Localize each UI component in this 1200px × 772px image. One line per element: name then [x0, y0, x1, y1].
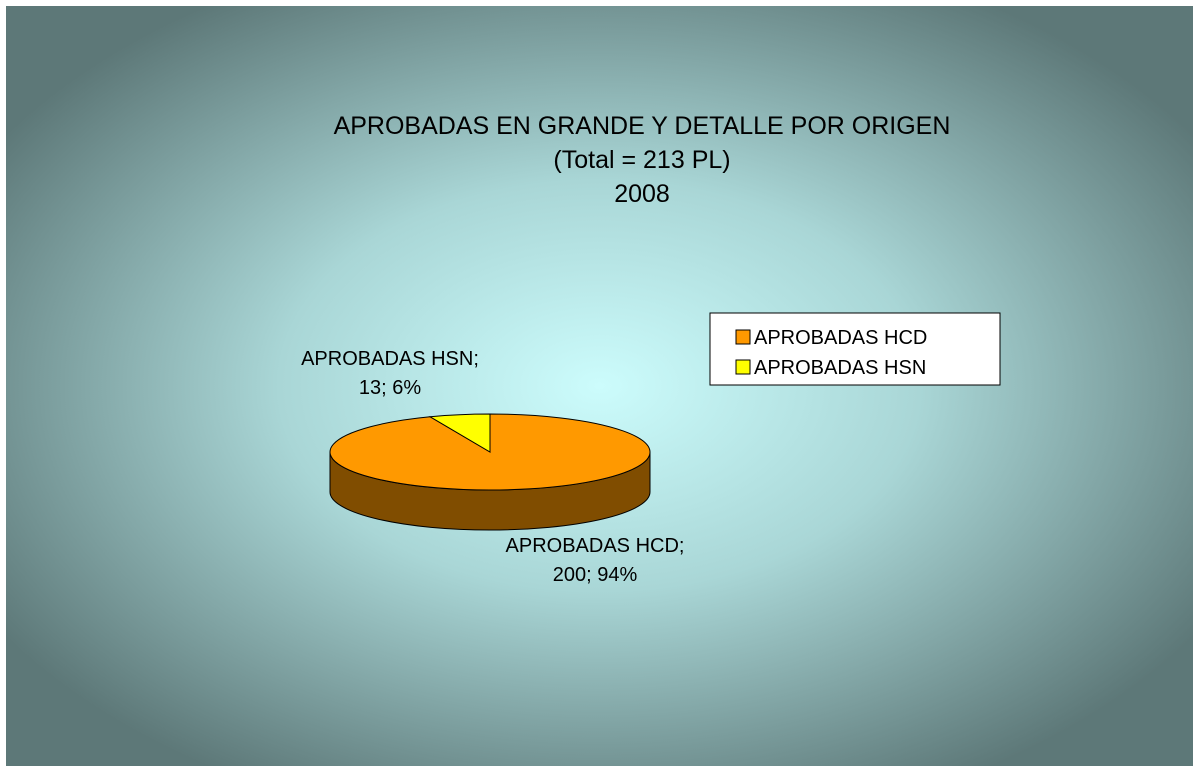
legend-swatch — [735, 359, 751, 375]
data-label: 200; 94% — [553, 564, 638, 586]
data-label: APROBADAS HSN; — [301, 348, 479, 370]
chart-background — [6, 6, 1193, 766]
plot-area: APROBADAS HCD; 200; 94% APROBADAS HSN; 13; … — [301, 312, 1001, 586]
data-label: 13; 6% — [359, 377, 421, 399]
legend-label: APROBADAS HSN — [754, 357, 926, 379]
pie-slice — [428, 413, 491, 453]
chart-subtitle: 2008 — [614, 180, 670, 208]
legend-swatch — [735, 329, 751, 345]
legend-box — [709, 312, 1001, 386]
data-label: APROBADAS HCD; — [506, 535, 685, 557]
chart-subtitle: (Total = 213 PL) — [553, 146, 730, 174]
chart-title: APROBADAS EN GRANDE Y DETALLE POR ORIGEN — [334, 112, 951, 140]
legend-label: APROBADAS HCD — [754, 327, 927, 349]
